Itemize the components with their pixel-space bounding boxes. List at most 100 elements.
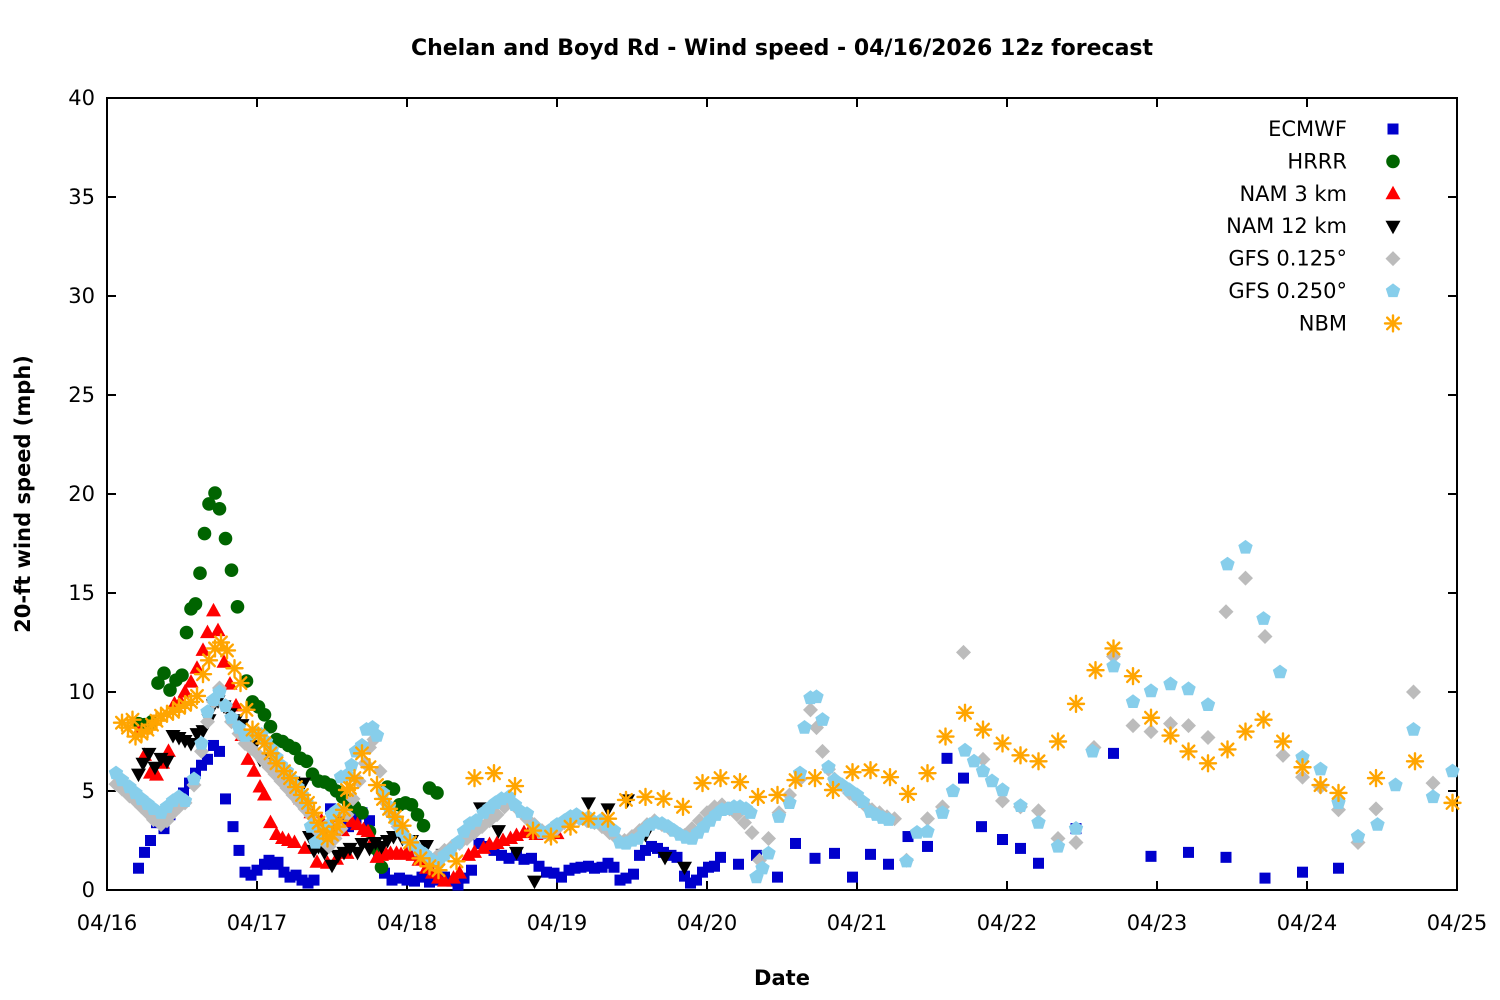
- data-point: [1388, 777, 1403, 792]
- data-point: [984, 773, 1000, 788]
- data-point: [131, 768, 146, 783]
- data-point: [569, 862, 581, 874]
- data-point: [240, 751, 256, 765]
- data-point: [909, 825, 925, 839]
- data-point: [790, 837, 801, 849]
- data-point: [1163, 716, 1178, 732]
- data-point: [473, 837, 485, 849]
- data-point: [606, 823, 622, 837]
- data-point: [1163, 676, 1178, 691]
- data-point: [579, 809, 598, 828]
- legend-item-nam-12-km: NAM 12 km: [1226, 214, 1401, 238]
- data-point: [1295, 769, 1310, 785]
- data-point: [1085, 743, 1100, 758]
- data-point: [194, 735, 209, 750]
- data-point: [743, 805, 758, 819]
- data-point: [159, 755, 175, 770]
- data-point: [941, 752, 953, 764]
- data-point: [200, 624, 215, 639]
- data-point: [715, 851, 726, 863]
- data-point: [1048, 732, 1068, 751]
- data-point: [296, 874, 308, 886]
- data-point: [216, 654, 232, 668]
- data-point: [465, 768, 484, 788]
- data-point: [466, 864, 477, 876]
- data-point: [1329, 783, 1348, 803]
- legend-item-ecmwf: ECMWF: [1268, 117, 1399, 141]
- data-point: [210, 622, 226, 637]
- data-point: [1405, 752, 1425, 771]
- data-point: [212, 684, 227, 699]
- data-point: [598, 809, 618, 828]
- data-point: [973, 720, 993, 739]
- data-point: [1200, 697, 1216, 711]
- x-tick-label-04-19: 04/19: [527, 911, 588, 935]
- data-point: [1125, 694, 1141, 708]
- data-point: [1033, 857, 1044, 869]
- data-point: [420, 857, 439, 876]
- data-point: [401, 874, 413, 886]
- data-point: [805, 768, 825, 788]
- data-point: [409, 875, 420, 887]
- data-point: [761, 831, 776, 847]
- data-point: [364, 815, 375, 827]
- data-point: [123, 710, 142, 729]
- data-point: [646, 840, 657, 852]
- data-point: [193, 664, 213, 684]
- data-point: [386, 782, 401, 796]
- data-point: [1220, 851, 1232, 863]
- data-point: [755, 860, 770, 875]
- data-point: [797, 720, 812, 734]
- data-point: [677, 861, 692, 876]
- y-axis-label: 20-ft wind speed (mph): [11, 355, 35, 633]
- data-point: [327, 817, 346, 836]
- data-point: [350, 846, 365, 861]
- data-point: [671, 851, 683, 863]
- data-point: [393, 816, 412, 835]
- data-point: [239, 866, 251, 878]
- data-point: [404, 798, 419, 812]
- data-point: [920, 824, 935, 838]
- data-point: [976, 821, 987, 833]
- data-point: [195, 725, 211, 739]
- data-point: [1143, 683, 1159, 698]
- data-point: [751, 849, 762, 861]
- data-point: [744, 825, 760, 841]
- y-tick-label-40: 40: [68, 86, 95, 110]
- data-point: [880, 767, 900, 787]
- data-point: [206, 602, 221, 617]
- data-point: [227, 821, 239, 833]
- legend-label-nam-12-km: NAM 12 km: [1226, 214, 1347, 238]
- data-point: [634, 849, 645, 861]
- legend-item-gfs-0-250: GFS 0.250°: [1228, 279, 1401, 303]
- data-point: [151, 676, 165, 690]
- data-point: [843, 762, 862, 782]
- series-gfs-0-250: [108, 539, 1460, 884]
- data-point: [299, 754, 314, 769]
- legend-label-hrrr: HRRR: [1287, 149, 1347, 173]
- data-point: [847, 871, 858, 883]
- data-point: [1086, 661, 1105, 680]
- data-point: [1068, 834, 1084, 850]
- data-point: [602, 857, 614, 869]
- data-point: [815, 743, 830, 759]
- data-point: [410, 807, 425, 822]
- data-point: [1104, 639, 1123, 658]
- data-point: [556, 871, 567, 883]
- x-tick-label-04-18: 04/18: [377, 911, 438, 935]
- data-point: [1015, 842, 1026, 854]
- data-point: [881, 812, 896, 826]
- legend-label-ecmwf: ECMWF: [1268, 117, 1347, 141]
- data-point: [1068, 821, 1084, 835]
- data-point: [918, 763, 937, 783]
- data-point: [147, 761, 163, 776]
- data-point: [652, 842, 663, 854]
- data-point: [157, 666, 171, 680]
- x-tick-label-04-24: 04/24: [1277, 911, 1338, 935]
- data-point: [640, 844, 651, 856]
- data-point: [263, 814, 278, 829]
- data-point: [1050, 838, 1066, 853]
- x-tick-label-04-20: 04/20: [677, 911, 738, 935]
- data-point: [1259, 872, 1271, 884]
